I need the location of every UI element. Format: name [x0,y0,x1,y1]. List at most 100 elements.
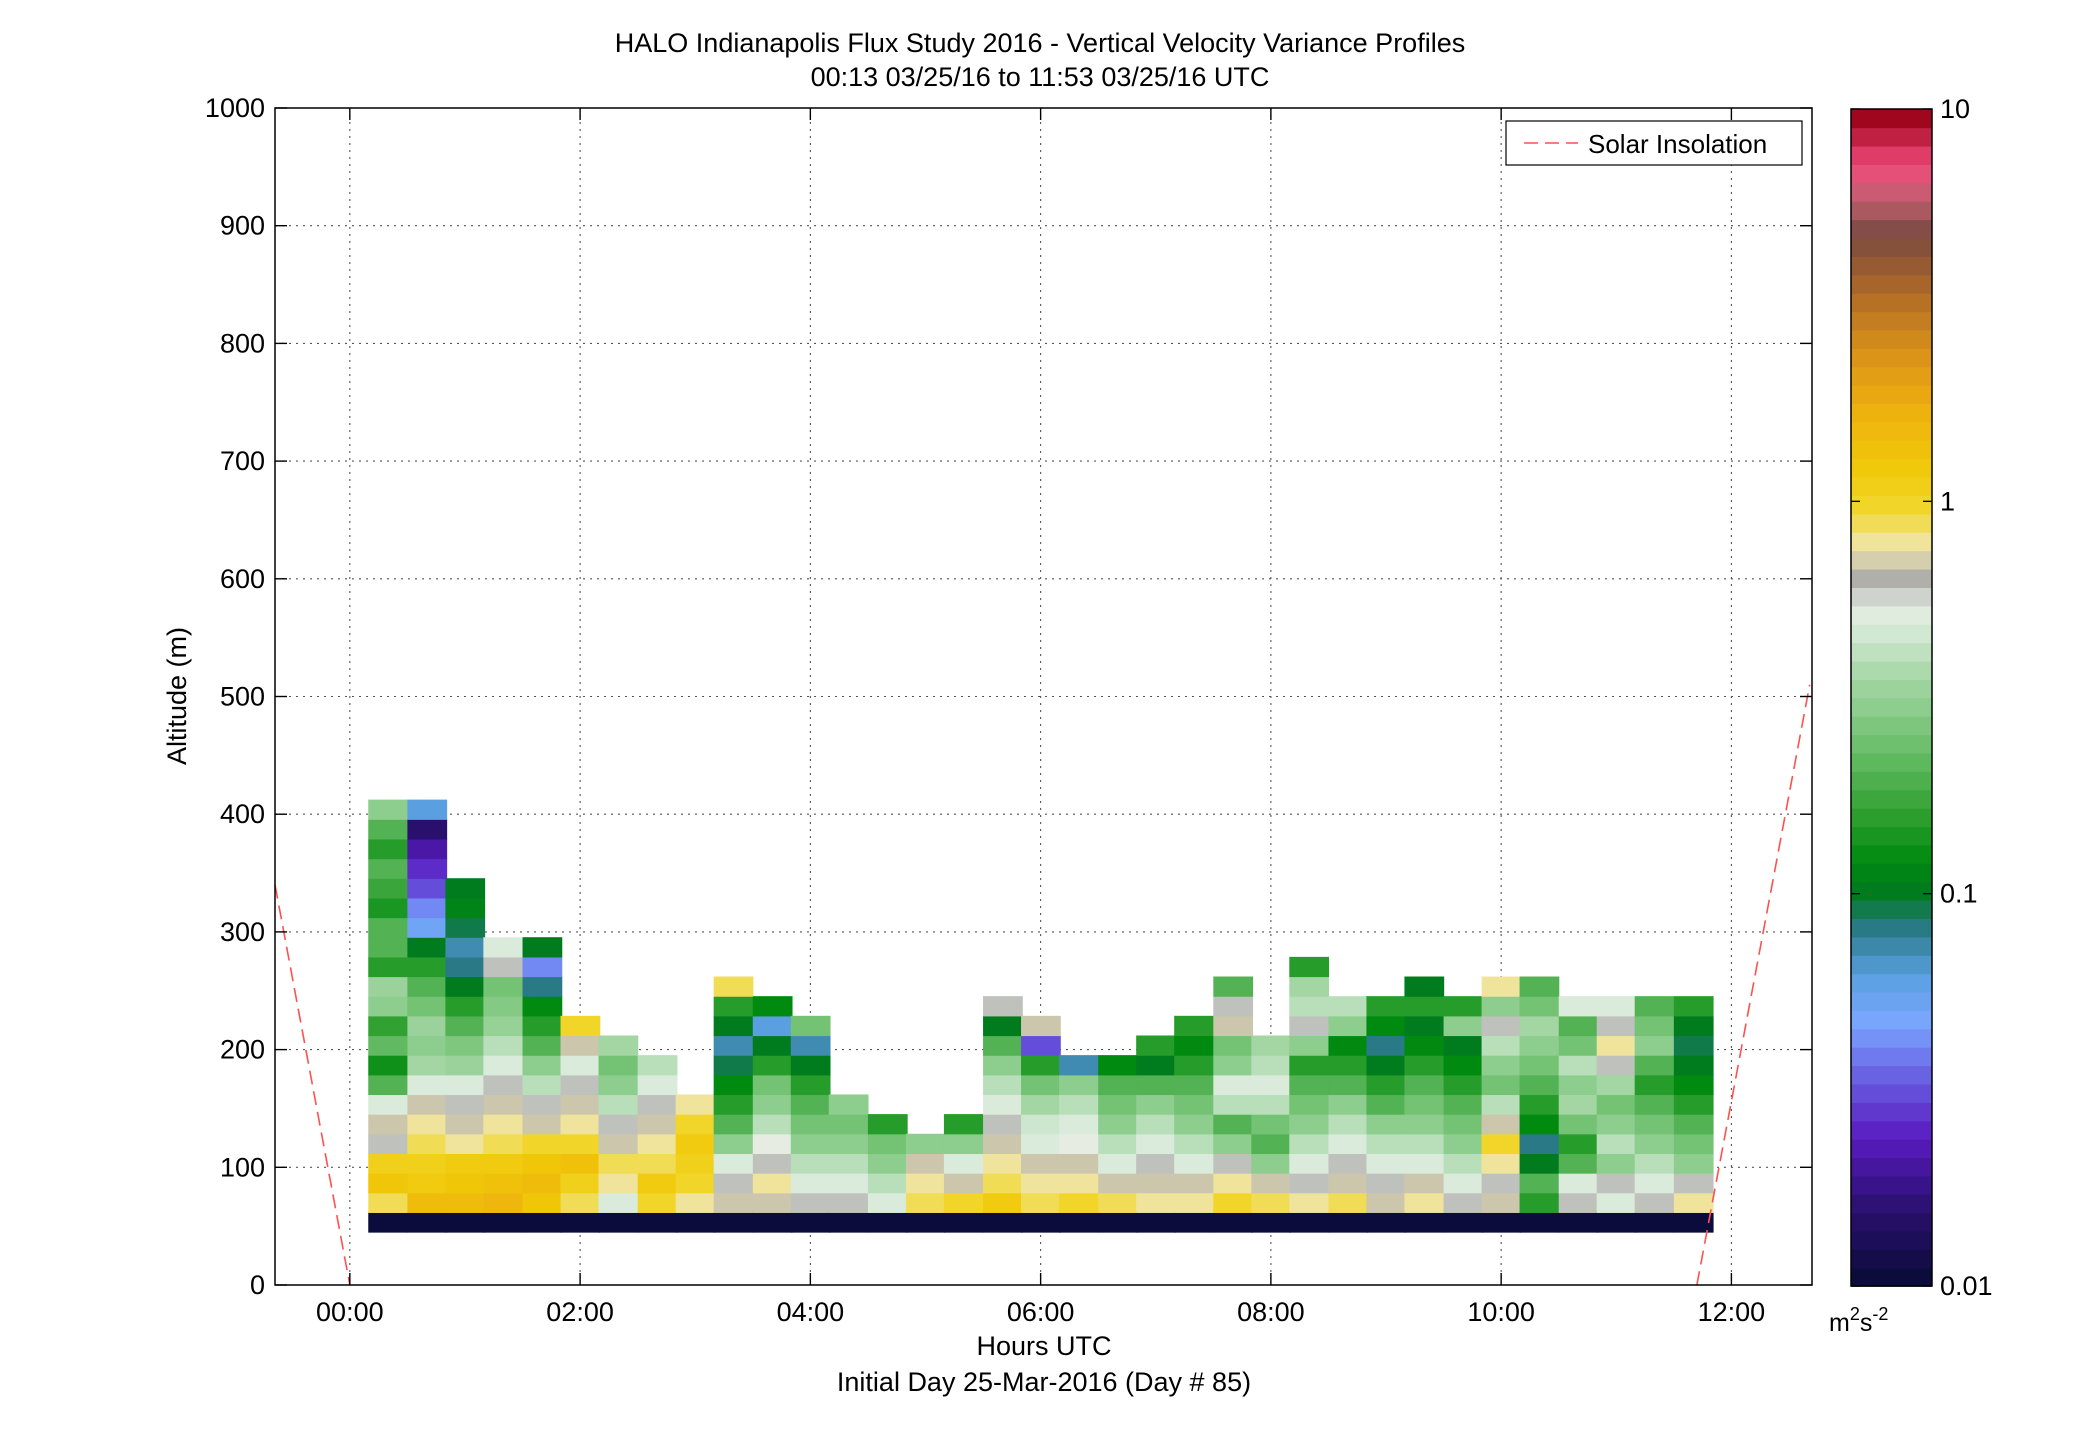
heatmap-cell [713,1173,754,1194]
colorbar-band [1851,863,1932,883]
heatmap-cell [1673,1192,1714,1213]
heatmap-cell [483,1192,524,1213]
heatmap-cell [368,819,409,840]
heatmap-cell [1596,1153,1637,1174]
heatmap-cell [1328,996,1369,1017]
heatmap-cell [368,1035,409,1056]
heatmap-cell [1328,1055,1369,1076]
y-tick-label: 100 [220,1152,265,1182]
heatmap-cell [1481,1035,1522,1056]
heatmap-cell [1481,1133,1522,1155]
colorbar-strip [1851,109,1932,1287]
heatmap-cell [1481,976,1522,997]
heatmap-cell [867,1173,908,1194]
heatmap-cell [1673,996,1714,1017]
heatmap-cell [1328,1153,1369,1174]
colorbar-unit-mid: s [1860,1309,1873,1337]
colorbar-band [1851,605,1932,625]
heatmap-cell [1443,1035,1484,1056]
heatmap-cell [1443,1153,1484,1174]
heatmap-cell [1328,1114,1369,1135]
heatmap-cell [522,956,563,978]
heatmap-cell [1289,996,1330,1017]
colorbar-band [1851,899,1932,919]
heatmap-cell [598,1114,639,1135]
heatmap-cell [828,1114,869,1135]
heatmap-cell [522,1055,563,1076]
heatmap-cell [1213,1074,1254,1096]
heatmap-cell [637,1212,678,1233]
heatmap-cell [637,1074,678,1096]
heatmap-cell [1059,1074,1099,1096]
heatmap-cell [1328,1015,1369,1037]
colorbar-band [1851,495,1932,515]
heatmap-cell [1289,1094,1330,1115]
heatmap-cell [1366,1133,1407,1155]
heatmap-cell [407,1055,448,1076]
heatmap-cell [1289,1055,1330,1076]
heatmap-cell [368,1133,409,1155]
heatmap-cell [1213,996,1254,1017]
heatmap-cell [1634,1212,1675,1233]
heatmap-cell [1098,1114,1138,1135]
colorbar-band [1851,550,1932,570]
colorbar-band [1851,1157,1932,1177]
heatmap-cell [867,1192,908,1213]
y-tick-label: 200 [220,1035,265,1065]
heatmap-cell [1136,1094,1176,1115]
colorbar-ticks: 0.01 0.1 1 10 [1851,94,1993,1301]
solar-insolation-line-0 [274,884,351,1286]
heatmap-cell [1059,1173,1099,1194]
heatmap-cell [1673,1074,1714,1096]
heatmap-cell [790,1114,831,1135]
colorbar-tick-label: 10 [1940,94,1970,124]
heatmap-cell [368,858,409,879]
heatmap-cell [637,1192,678,1213]
colorbar-band [1851,568,1932,588]
heatmap-cell [1251,1035,1292,1056]
heatmap-cell [790,1153,831,1174]
heatmap-cell [1404,1074,1445,1096]
heatmap-cell [1021,1074,1061,1096]
heatmap-cell [1059,1114,1099,1135]
heatmap-cell [407,878,448,899]
heatmap-cell [1328,1173,1369,1194]
heatmap-cell [445,1212,486,1233]
heatmap-cell [983,1094,1023,1115]
x-tick-label: 06:00 [1007,1297,1075,1327]
heatmap-cell [1558,1192,1599,1213]
colorbar-tick-label: 0.1 [1940,879,1978,909]
heatmap-cell [483,1133,524,1155]
heatmap-cell [713,1015,754,1037]
heatmap-cell [1634,1074,1675,1096]
heatmap-cell [1673,1015,1714,1037]
heatmap-cell [752,1055,793,1076]
heatmap-cell [1634,996,1675,1017]
heatmap-cell [560,1055,601,1076]
heatmap-cell [368,838,409,860]
heatmap-cell [713,996,754,1017]
colorbar-band [1851,1102,1932,1122]
heatmap-cell [483,976,524,997]
heatmap-cell [867,1153,908,1174]
heatmap-cell [1481,1212,1522,1233]
heatmap-cell [1136,1133,1176,1155]
heatmap-cell [1289,1074,1330,1096]
heatmap-cell [790,1074,831,1096]
heatmap-cell [867,1114,908,1135]
heatmap-cell [1021,1212,1061,1233]
heatmap-cell [1174,1153,1214,1174]
heatmap-cell [943,1173,984,1194]
heatmap-cell [368,1055,409,1076]
colorbar-unit-exp2: -2 [1872,1304,1888,1324]
heatmap-cell [983,1212,1023,1233]
heatmap-cell [1328,1035,1369,1056]
heatmap-cell [483,956,524,978]
colorbar-band [1851,292,1932,313]
colorbar-band [1851,734,1932,754]
y-tick-label: 700 [220,446,265,476]
y-tick-label: 500 [220,682,265,712]
heatmap-cell [522,1035,563,1056]
heatmap-cell [790,1035,831,1056]
heatmap-cell [1213,1212,1254,1233]
